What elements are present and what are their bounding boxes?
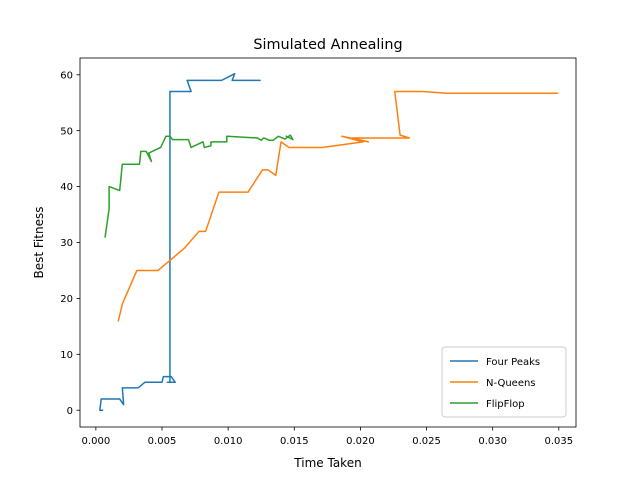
legend: Four Peaks N-Queens FlipFlop	[441, 346, 567, 418]
x-axis-ticks: 0.000 0.005 0.010 0.015 0.020 0.025 0.030 0.035	[82, 427, 573, 447]
y-tick-label: 0	[67, 406, 73, 417]
x-axis-label: Time Taken	[293, 456, 361, 470]
y-axis-label: Best Fitness	[32, 207, 46, 279]
series-line-1	[117, 90, 559, 322]
series-line-0	[99, 72, 261, 411]
x-tick-label: 0.000	[82, 436, 111, 447]
x-tick-label: 0.020	[346, 436, 375, 447]
y-axis-ticks: 0 10 20 30 40 50 60	[60, 70, 80, 417]
x-tick-label: 0.030	[478, 436, 507, 447]
x-tick-label: 0.005	[148, 436, 177, 447]
x-tick-label: 0.025	[412, 436, 441, 447]
series-line-2	[104, 134, 294, 238]
legend-label-1: N-Queens	[486, 378, 536, 389]
legend-box	[441, 346, 567, 418]
x-tick-label: 0.010	[214, 436, 243, 447]
y-tick-label: 60	[60, 70, 73, 81]
x-tick-label: 0.015	[280, 436, 309, 447]
legend-label-0: Four Peaks	[486, 357, 540, 368]
y-tick-label: 20	[60, 294, 73, 305]
x-tick-label: 0.035	[544, 436, 573, 447]
y-tick-label: 40	[60, 182, 73, 193]
y-tick-label: 50	[60, 126, 73, 137]
plot-lines	[99, 72, 559, 411]
legend-label-2: FlipFlop	[486, 399, 525, 410]
y-tick-label: 30	[60, 238, 73, 249]
chart-title: Simulated Annealing	[253, 37, 402, 53]
y-tick-label: 10	[60, 350, 73, 361]
